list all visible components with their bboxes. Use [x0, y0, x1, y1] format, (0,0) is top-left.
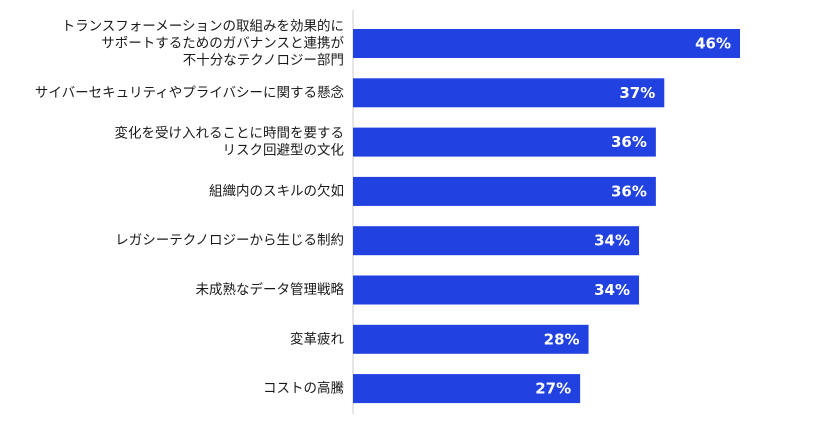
- category-label-4-line-0: レガシーテクノロジーから生じる制約: [115, 233, 344, 249]
- value-label-2: 36%: [611, 133, 647, 151]
- bar-0: [353, 29, 740, 58]
- value-label-5: 34%: [594, 281, 630, 299]
- category-label-0-line-1: サポートするためのガバナンスと連携が: [101, 36, 344, 52]
- category-label-0-line-2: 不十分なテクノロジー部門: [183, 53, 344, 69]
- category-label-3-line-0: 組織内のスキルの欠如: [209, 183, 344, 199]
- bar-3: [353, 176, 656, 206]
- value-label-7: 27%: [535, 380, 571, 398]
- value-label-0: 46%: [695, 35, 731, 53]
- category-label-5-line-0: 未成熟なデータ管理戦略: [196, 281, 345, 298]
- bar-5: [353, 275, 640, 305]
- bar-2: [353, 127, 656, 157]
- bar-7: [353, 374, 581, 404]
- category-label-6-line-0: 変革疲れ: [290, 330, 344, 347]
- bar-6: [353, 324, 589, 354]
- category-label-1-line-0: サイバーセキュリティやプライバシーに関する懸念: [35, 84, 344, 101]
- category-label-2-line-1: リスク回避型の文化: [223, 143, 345, 159]
- value-label-1: 37%: [619, 84, 655, 102]
- bars-group: 46% トランスフォーメーションの取組みを効果的にサポートするためのガバナンスと連…: [35, 19, 740, 404]
- value-label-6: 28%: [544, 330, 580, 348]
- value-label-4: 34%: [594, 232, 630, 250]
- bar-4: [353, 226, 640, 256]
- category-label-0-line-0: トランスフォーメーションの取組みを効果的に: [62, 19, 344, 35]
- value-label-3: 36%: [611, 182, 647, 200]
- bar-1: [353, 78, 665, 108]
- category-label-7-line-0: コストの高騰: [263, 380, 344, 397]
- category-label-2-line-0: 変化を受け入れることに時間を要する: [115, 125, 345, 142]
